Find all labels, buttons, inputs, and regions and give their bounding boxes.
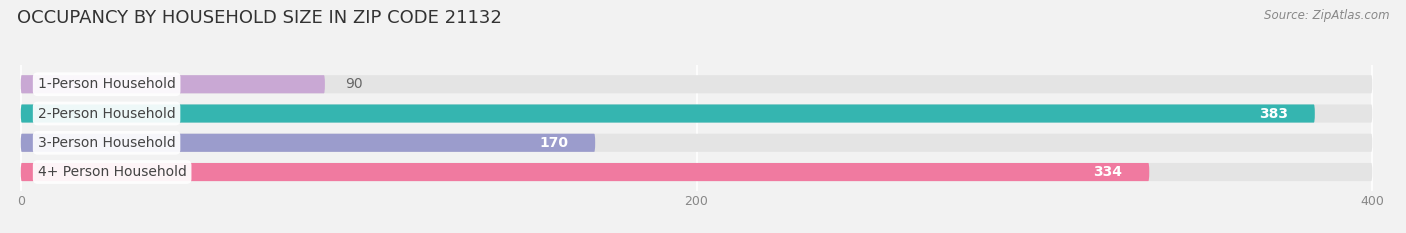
Text: 2-Person Household: 2-Person Household [38,106,176,120]
FancyBboxPatch shape [21,134,1372,152]
Text: Source: ZipAtlas.com: Source: ZipAtlas.com [1264,9,1389,22]
Text: 3-Person Household: 3-Person Household [38,136,176,150]
Text: 170: 170 [538,136,568,150]
FancyBboxPatch shape [21,163,1149,181]
FancyBboxPatch shape [21,163,1372,181]
FancyBboxPatch shape [21,104,1315,123]
Text: OCCUPANCY BY HOUSEHOLD SIZE IN ZIP CODE 21132: OCCUPANCY BY HOUSEHOLD SIZE IN ZIP CODE … [17,9,502,27]
FancyBboxPatch shape [21,75,325,93]
Text: 334: 334 [1094,165,1122,179]
FancyBboxPatch shape [21,75,1372,93]
Text: 90: 90 [344,77,363,91]
Text: 4+ Person Household: 4+ Person Household [38,165,187,179]
Text: 383: 383 [1258,106,1288,120]
FancyBboxPatch shape [21,134,595,152]
Text: 1-Person Household: 1-Person Household [38,77,176,91]
FancyBboxPatch shape [21,104,1372,123]
